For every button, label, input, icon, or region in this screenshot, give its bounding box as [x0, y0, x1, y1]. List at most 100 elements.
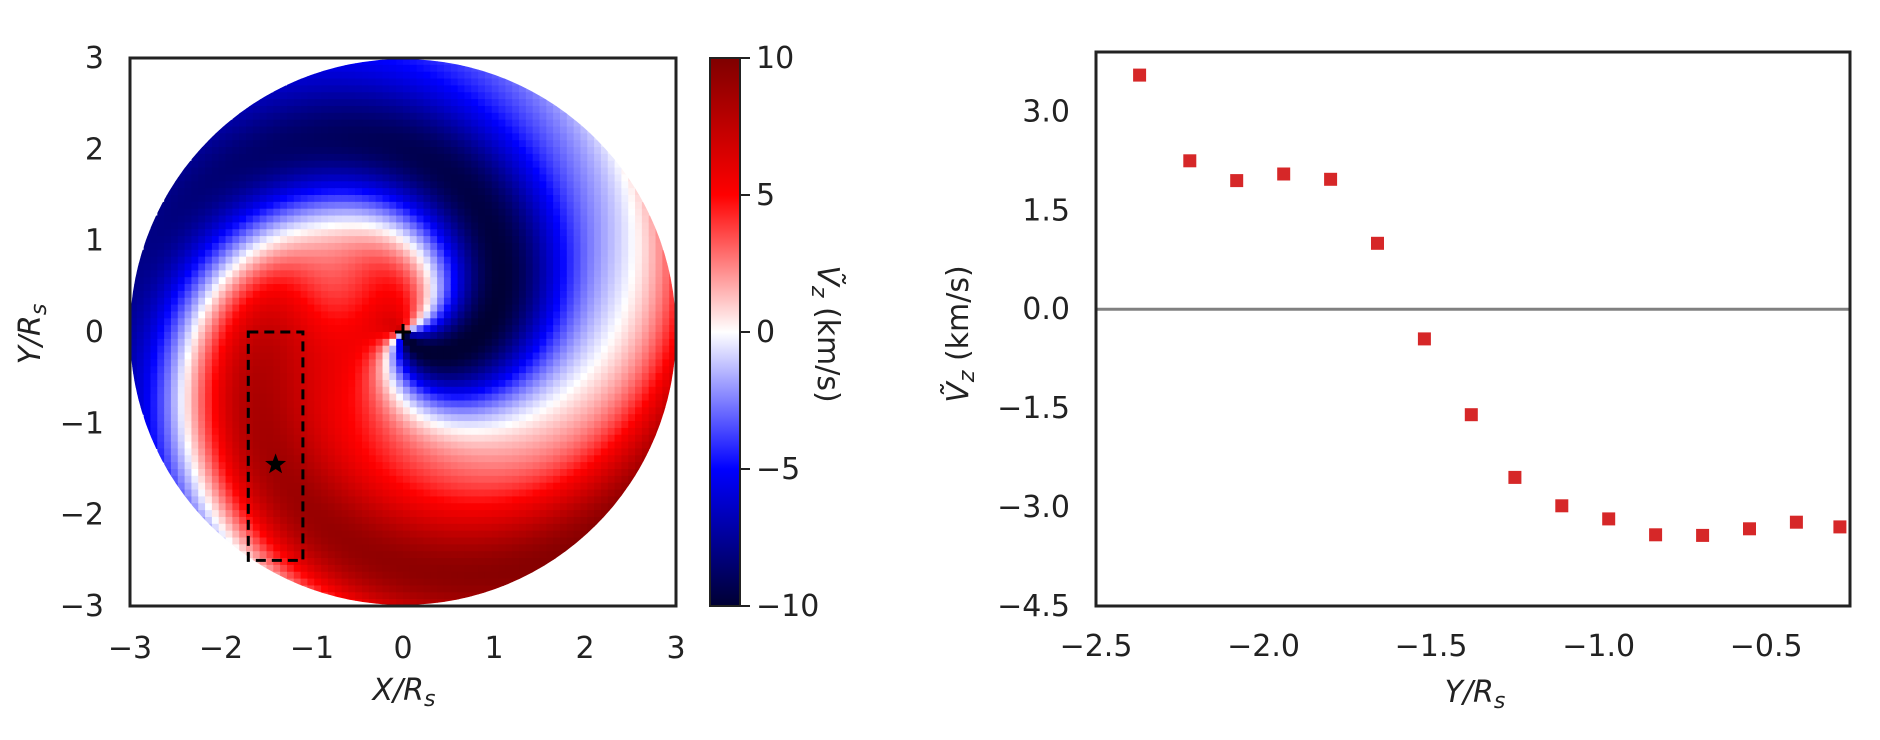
velocity-cell — [539, 455, 547, 463]
velocity-cell — [327, 462, 336, 470]
velocity-cell — [157, 400, 165, 408]
velocity-cell — [362, 92, 370, 100]
velocity-cell — [259, 249, 268, 258]
velocity-cell — [286, 112, 295, 121]
velocity-cell — [389, 400, 397, 408]
velocity-cell — [334, 345, 343, 354]
velocity-cell — [512, 516, 520, 525]
velocity-cell — [464, 441, 472, 450]
velocity-cell — [409, 578, 418, 587]
velocity-cell — [566, 133, 575, 141]
velocity-cell — [341, 215, 349, 223]
velocity-cell — [157, 434, 165, 443]
velocity-cell — [211, 174, 220, 182]
velocity-cell — [457, 242, 466, 251]
velocity-cell — [587, 516, 595, 525]
velocity-cell — [430, 386, 438, 395]
velocity-cell — [286, 277, 295, 285]
velocity-cell — [443, 78, 452, 86]
velocity-cell — [409, 270, 418, 278]
velocity-cell — [443, 441, 452, 450]
velocity-cell — [614, 462, 622, 470]
velocity-cell — [443, 332, 452, 340]
velocity-cell — [382, 105, 390, 114]
velocity-cell — [389, 448, 397, 456]
velocity-cell — [232, 222, 240, 230]
velocity-cell — [293, 284, 302, 292]
velocity-cell — [239, 544, 247, 552]
velocity-cell — [232, 195, 240, 203]
velocity-cell — [239, 469, 247, 477]
velocity-cell — [368, 297, 377, 306]
velocity-cell — [443, 345, 452, 354]
velocity-cell — [559, 311, 568, 319]
velocity-cell — [587, 530, 595, 539]
velocity-cell — [164, 345, 172, 354]
velocity-cell — [321, 592, 329, 600]
velocity-cell — [252, 510, 261, 518]
velocity-cell — [286, 373, 295, 381]
velocity-cell — [512, 167, 520, 176]
velocity-cell — [362, 195, 370, 203]
velocity-cell — [355, 318, 363, 326]
velocity-cell — [273, 195, 281, 203]
velocity-cell — [177, 188, 186, 196]
velocity-cell — [184, 188, 193, 196]
velocity-cell — [375, 332, 384, 340]
velocity-cell — [478, 229, 486, 237]
velocity-cell — [573, 297, 582, 306]
velocity-cell — [600, 496, 609, 504]
velocity-cell — [259, 277, 268, 285]
velocity-cell — [539, 153, 547, 162]
velocity-cell — [246, 256, 254, 265]
velocity-cell — [403, 489, 411, 497]
velocity-cell — [607, 379, 616, 388]
velocity-cell — [594, 475, 602, 484]
velocity-cell — [621, 366, 629, 374]
velocity-cell — [423, 475, 431, 484]
velocity-cell — [525, 174, 534, 182]
velocity-cell — [573, 393, 582, 402]
velocity-cell — [450, 455, 459, 463]
velocity-cell — [600, 510, 609, 518]
velocity-cell — [307, 325, 315, 333]
velocity-cell — [532, 242, 541, 251]
velocity-cell — [239, 537, 247, 545]
velocity-cell — [232, 201, 240, 210]
velocity-cell — [478, 325, 486, 333]
velocity-cell — [450, 181, 459, 189]
velocity-cell — [396, 99, 404, 107]
velocity-cell — [382, 585, 390, 593]
velocity-cell — [484, 510, 493, 518]
velocity-cell — [225, 140, 233, 148]
velocity-cell — [580, 475, 588, 484]
velocity-cell — [280, 311, 288, 319]
velocity-cell — [314, 153, 322, 162]
velocity-cell — [382, 537, 390, 545]
velocity-cell — [321, 544, 329, 552]
velocity-cell — [437, 592, 445, 600]
velocity-cell — [580, 338, 588, 347]
velocity-cell — [348, 78, 356, 86]
velocity-cell — [403, 469, 411, 477]
velocity-cell — [464, 489, 472, 497]
velocity-cell — [321, 537, 329, 545]
velocity-cell — [539, 489, 547, 497]
velocity-cell — [334, 112, 343, 121]
velocity-cell — [184, 174, 193, 182]
velocity-cell — [416, 564, 425, 573]
velocity-cell — [314, 332, 322, 340]
velocity-cell — [580, 393, 588, 402]
velocity-cell — [321, 523, 329, 532]
velocity-cell — [239, 277, 247, 285]
velocity-cell — [164, 366, 172, 374]
velocity-cell — [218, 359, 227, 367]
velocity-cell — [314, 544, 322, 552]
velocity-cell — [355, 441, 363, 450]
velocity-cell — [478, 311, 486, 319]
velocity-cell — [170, 325, 179, 333]
velocity-cell — [621, 379, 629, 388]
velocity-cell — [430, 133, 438, 141]
velocity-cell — [614, 167, 622, 176]
velocity-cell — [368, 78, 377, 86]
